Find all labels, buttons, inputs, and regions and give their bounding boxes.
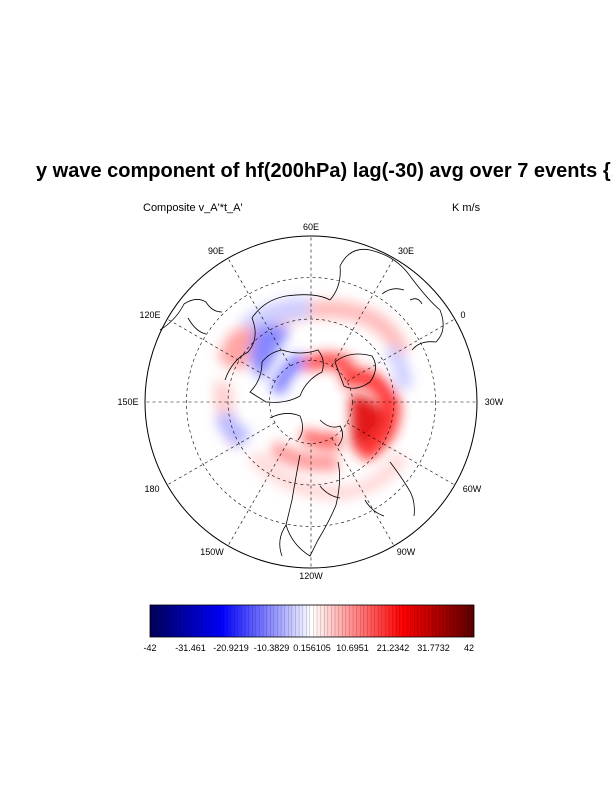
colorbar-tick: 31.7732 (417, 643, 450, 653)
map-border (144, 235, 478, 569)
lon-label-120w: 120W (299, 571, 323, 581)
lon-label-0: 0 (460, 310, 466, 320)
colorbar-tick: 0.156105 (293, 643, 331, 653)
variable-label: Composite v_A'*t_A' (143, 202, 243, 214)
lon-label-30e: 30E (397, 246, 415, 256)
lon-label-60w: 60W (462, 484, 482, 494)
coastlines (159, 248, 444, 557)
colorbar-tick: 21.2342 (376, 643, 410, 653)
meridian-line (331, 437, 395, 546)
colorbar-boxes (150, 605, 474, 637)
colorbar-tick: 10.6951 (336, 643, 369, 653)
lon-label-150e: 150E (117, 397, 139, 407)
meridian-line (167, 422, 276, 486)
meridian-line (227, 258, 291, 367)
colorbar-tick: -20.9219 (213, 643, 249, 653)
meridian-line (227, 437, 291, 546)
meridian-line (346, 318, 455, 382)
lon-label-150w: 150W (200, 547, 224, 557)
colorbar-tick: 42 (463, 643, 475, 653)
colorbar-tick: -31.461 (175, 643, 206, 653)
meridian-line (331, 258, 395, 367)
meridians (145, 236, 477, 568)
meridian-line (346, 422, 455, 486)
lon-label-90e: 90E (207, 246, 225, 256)
plot-title: y wave component of hf(200hPa) lag(-30) … (36, 160, 612, 182)
colorbar-tick: -42 (143, 643, 157, 653)
lon-label-120e: 120E (139, 310, 161, 320)
lon-label-30w: 30W (484, 397, 504, 407)
lon-label-90w: 90W (396, 547, 416, 557)
meridian-line (167, 318, 276, 382)
units-label: K m/s (452, 202, 481, 214)
colorbar-tick: -10.3829 (253, 643, 290, 653)
lon-label-180: 180 (144, 484, 160, 494)
colorbar-outline (149, 604, 475, 638)
lon-label-60e: 60E (302, 222, 320, 232)
